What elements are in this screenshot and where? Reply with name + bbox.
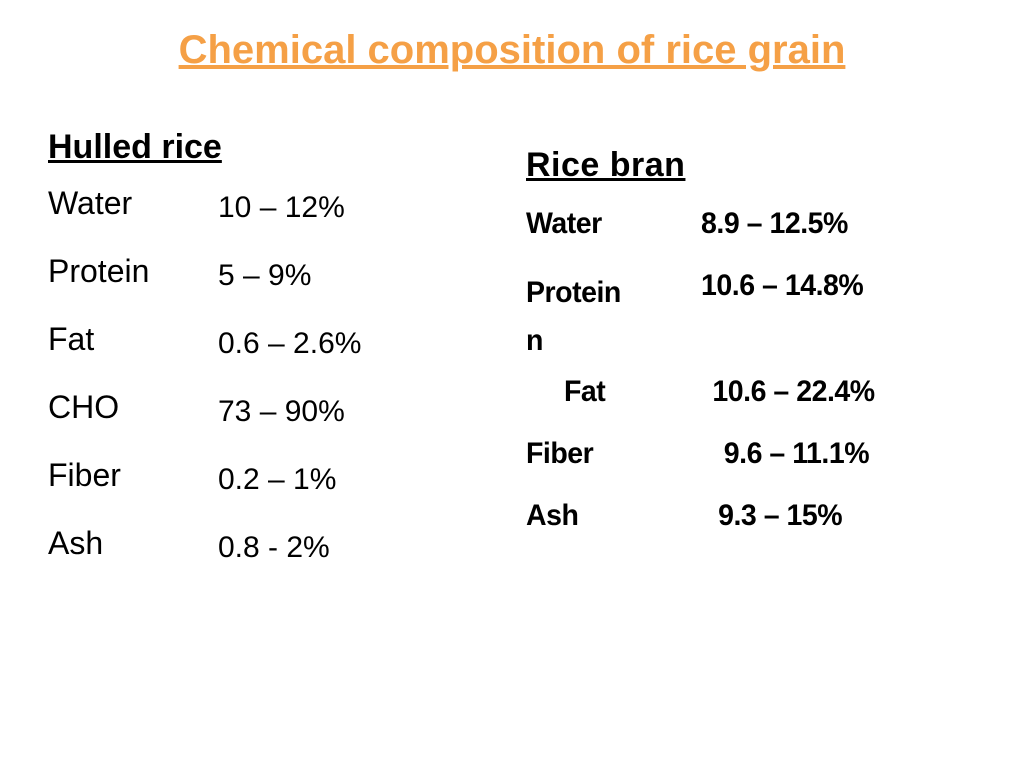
component-label: Protein [48, 253, 218, 290]
component-label: Ash [526, 499, 692, 533]
right-heading: Rice bran [526, 146, 986, 185]
component-label: Fat [526, 375, 692, 409]
table-row: Protein n 10.6 – 14.8% [526, 269, 986, 365]
table-row: Water 10 – 12% [48, 185, 488, 225]
component-label: Protein n [526, 269, 692, 365]
component-value: 10.6 – 22.4% [701, 375, 875, 409]
component-label-protein: Protein [526, 276, 621, 309]
left-heading: Hulled rice [48, 128, 488, 167]
component-value: 8.9 – 12.5% [701, 207, 848, 241]
table-row: Fiber 9.6 – 11.1% [526, 437, 986, 471]
component-label: Fiber [526, 437, 692, 471]
component-value: 0.6 – 2.6% [218, 321, 361, 361]
table-row: CHO 73 – 90% [48, 389, 488, 429]
component-label: Water [526, 207, 692, 241]
right-column: Rice bran Water 8.9 – 12.5% Protein n 10… [526, 146, 986, 561]
table-row: Fat 10.6 – 22.4% [526, 375, 986, 409]
component-label-n: n [526, 324, 543, 357]
component-label: CHO [48, 389, 218, 426]
component-value: 5 – 9% [218, 253, 311, 293]
table-row: Water 8.9 – 12.5% [526, 207, 986, 241]
component-label: Fiber [48, 457, 218, 494]
table-row: Fat 0.6 – 2.6% [48, 321, 488, 361]
component-value: 10.6 – 14.8% [701, 269, 863, 303]
table-row: Ash 0.8 - 2% [48, 525, 488, 565]
table-row: Protein 5 – 9% [48, 253, 488, 293]
table-row: Fiber 0.2 – 1% [48, 457, 488, 497]
table-row: Ash 9.3 – 15% [526, 499, 986, 533]
component-label: Water [48, 185, 218, 222]
left-column: Hulled rice Water 10 – 12% Protein 5 – 9… [48, 128, 488, 593]
component-value: 9.6 – 11.1% [701, 437, 869, 471]
component-value: 0.2 – 1% [218, 457, 336, 497]
slide-title: Chemical composition of rice grain [0, 28, 1024, 73]
component-value: 10 – 12% [218, 185, 345, 225]
component-value: 0.8 - 2% [218, 525, 330, 565]
component-value: 73 – 90% [218, 389, 345, 429]
component-label: Fat [48, 321, 218, 358]
component-label: Ash [48, 525, 218, 562]
component-value: 9.3 – 15% [701, 499, 842, 533]
